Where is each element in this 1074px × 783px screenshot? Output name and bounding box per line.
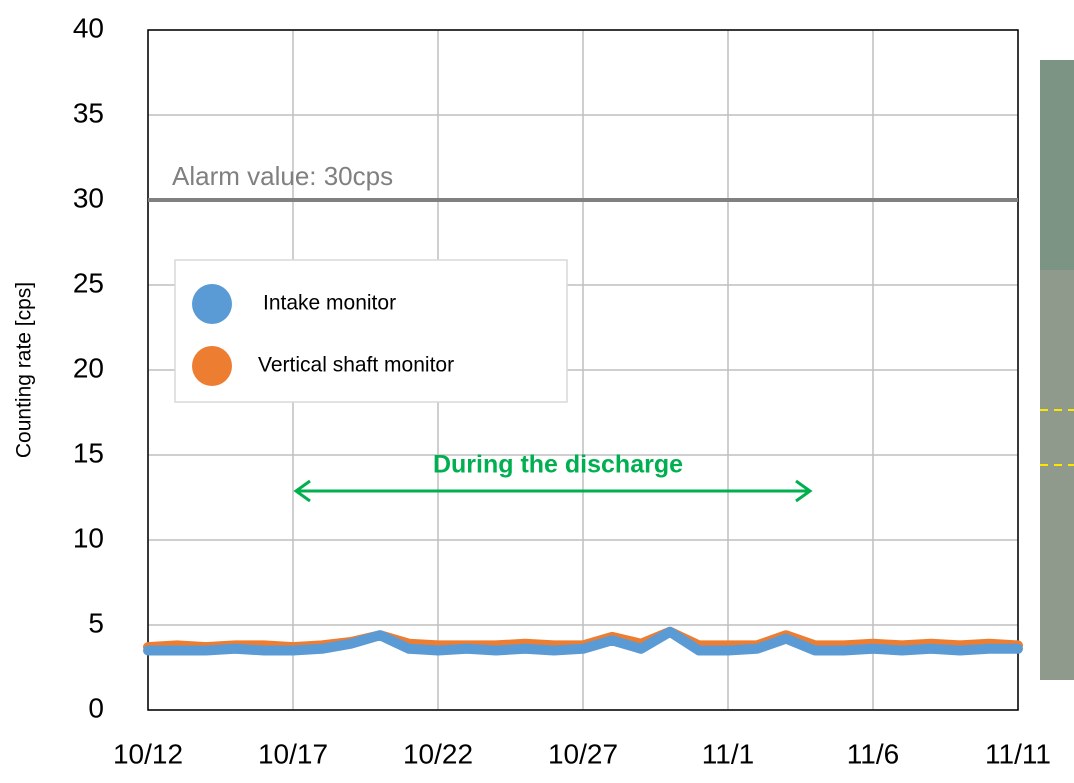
y-tick-label: 15 — [73, 437, 104, 468]
y-tick-label: 5 — [88, 607, 104, 638]
y-tick-label: 30 — [73, 182, 104, 213]
chart: Counting rate [cps] 0 5 10 15 20 25 30 35 40 10/1… — [0, 0, 1074, 783]
y-tick-label: 20 — [73, 352, 104, 383]
photo-sea — [1040, 60, 1074, 270]
y-tick-label: 40 — [73, 12, 104, 43]
legend-marker — [192, 346, 232, 386]
legend-box — [175, 260, 567, 402]
x-tick-label: 11/11 — [985, 738, 1051, 769]
annotation: During the discharge — [433, 451, 683, 479]
x-tick-label: 10/17 — [258, 738, 328, 769]
y-axis-label: Counting rate [cps] — [13, 282, 36, 458]
x-tick-label: 10/22 — [403, 738, 473, 769]
y-tick-label: 10 — [73, 522, 104, 553]
x-tick-label: 11/1 — [702, 738, 754, 769]
legend-marker — [192, 284, 232, 324]
y-tick-label: 25 — [73, 267, 104, 298]
y-tick-label: 0 — [88, 692, 104, 723]
x-tick-label: 11/6 — [847, 738, 899, 769]
x-tick-label: 10/27 — [548, 738, 618, 769]
legend-label: Intake monitor — [263, 292, 396, 315]
alarm-label: Alarm value: 30cps — [172, 161, 393, 191]
x-tick-label: 10/12 — [113, 738, 183, 769]
y-tick-label: 35 — [73, 97, 104, 128]
legend-label: Vertical shaft monitor — [258, 354, 454, 377]
